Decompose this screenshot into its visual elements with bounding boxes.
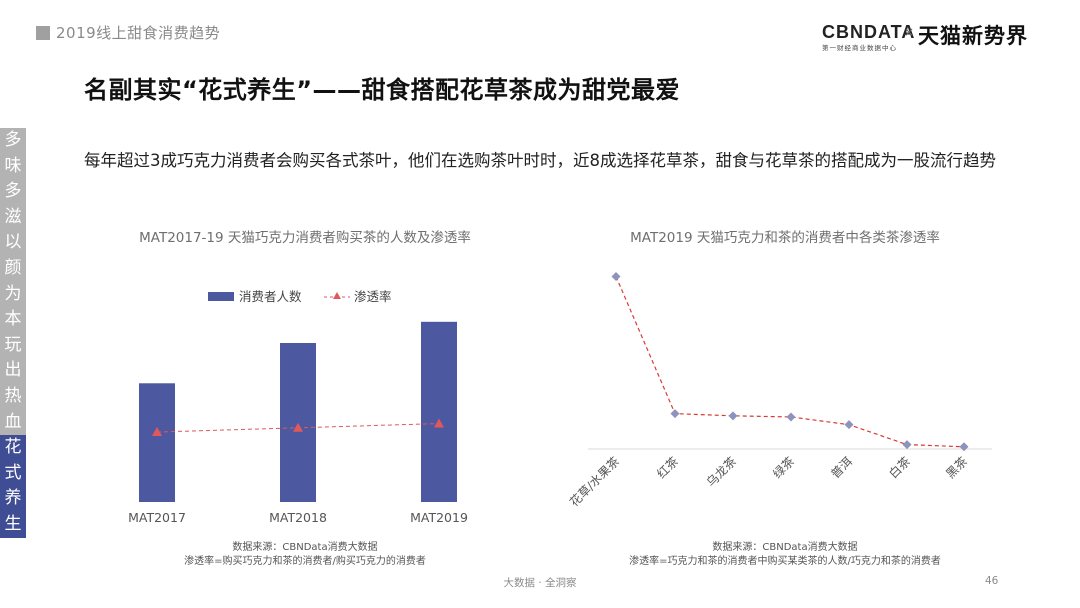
slide-subtitle: 每年超过3成巧克力消费者会购买各式茶叶，他们在选购茶叶时时，近8成选择花草茶，甜…	[84, 151, 996, 170]
chart2-note: 渗透率=巧克力和茶的消费者中购买某类茶的人数/巧克力和茶的消费者	[629, 556, 941, 567]
data-point-diamond	[728, 411, 738, 421]
legend-triangle-icon	[333, 292, 341, 299]
side-nav-char: 多	[4, 181, 22, 202]
chart1-source: 数据来源：CBNData消费大数据 渗透率=购买巧克力和茶的消费者/购买巧克力的…	[120, 541, 490, 569]
x-tick-label: MAT2017	[128, 510, 186, 525]
bar	[421, 321, 457, 502]
data-point-triangle	[434, 418, 444, 428]
x-tick-label: 乌龙茶	[703, 454, 739, 490]
slide-title: 名副其实“花式养生”——甜食搭配花草茶成为甜党最爱	[84, 76, 681, 104]
side-nav-char: 养	[4, 488, 22, 509]
footer-tagline: 大数据 · 全洞察	[503, 577, 577, 589]
cbndata-logo: CBNDATA	[822, 22, 916, 42]
chart2-source-line: 数据来源：CBNData消费大数据	[712, 542, 858, 553]
side-nav-item-yiyan[interactable]: 以 颜 为 本	[0, 230, 26, 333]
section-label: 2019线上甜食消费趋势	[56, 24, 221, 42]
data-point-triangle	[293, 422, 303, 432]
penetration-line	[615, 276, 965, 448]
x-tick-label: 黑茶	[943, 454, 971, 482]
side-nav-char: 以	[4, 232, 22, 253]
x-tick-label: 花草/水果茶	[566, 454, 622, 510]
tmall-logo: 天猫新势界	[918, 24, 1028, 48]
side-nav-char: 味	[4, 155, 22, 176]
side-nav-char: 式	[4, 462, 22, 483]
side-nav-item-huashi[interactable]: 花 式 养 生	[0, 435, 26, 538]
x-tick-label: MAT2019	[410, 510, 468, 525]
x-tick-label: 绿茶	[770, 454, 798, 482]
legend-bar-swatch	[208, 292, 234, 301]
side-nav-char: 热	[4, 385, 22, 406]
bar	[280, 343, 316, 502]
data-point-diamond	[844, 420, 854, 430]
legend-label: 消费者人数	[239, 289, 302, 304]
data-point-diamond	[959, 442, 969, 452]
chart1-note: 渗透率=购买巧克力和茶的消费者/购买巧克力的消费者	[184, 556, 426, 567]
chart1-source-line: 数据来源：CBNData消费大数据	[232, 542, 378, 553]
brand-separator: ×	[904, 25, 915, 39]
page-number: 46	[985, 575, 999, 587]
x-tick-label: 红茶	[654, 454, 682, 482]
side-nav-char: 多	[4, 130, 22, 150]
data-point-diamond	[670, 409, 680, 419]
side-nav-item-wanchu[interactable]: 玩 出 热 血	[0, 332, 26, 436]
data-point-triangle	[152, 427, 162, 437]
chart2-title: MAT2019 天猫巧克力和茶的消费者中各类茶渗透率	[630, 230, 940, 246]
chart2-source: 数据来源：CBNData消费大数据 渗透率=巧克力和茶的消费者中购买某类茶的人数…	[590, 541, 980, 569]
chart1-title: MAT2017-19 天猫巧克力消费者购买茶的人数及渗透率	[139, 230, 471, 246]
section-marker-icon	[36, 26, 50, 40]
data-point-diamond	[786, 412, 796, 422]
data-point-diamond	[902, 440, 912, 450]
side-nav-char: 本	[4, 309, 22, 330]
side-nav-char: 血	[4, 411, 22, 432]
legend-label: 渗透率	[354, 289, 392, 304]
cbndata-logo-subtitle: 第一财经商业数据中心	[822, 44, 897, 52]
side-nav-char: 玩	[4, 334, 22, 355]
bar	[139, 383, 175, 502]
side-nav-char: 生	[4, 513, 22, 534]
side-nav-char: 花	[4, 437, 22, 458]
side-nav-char: 颜	[4, 257, 22, 278]
x-tick-label: MAT2018	[269, 510, 327, 525]
side-nav: 多 味 多 滋 以 颜 为 本 玩 出 热 血 花 式 养 生	[0, 128, 26, 538]
side-nav-char: 滋	[4, 206, 22, 227]
side-nav-char: 为	[4, 283, 22, 304]
x-tick-label: 白茶	[886, 454, 914, 482]
x-tick-label: 普洱	[828, 454, 855, 481]
data-point-diamond	[611, 272, 621, 282]
side-nav-item-duowei[interactable]: 多 味 多 滋	[0, 128, 26, 231]
side-nav-char: 出	[4, 360, 22, 381]
